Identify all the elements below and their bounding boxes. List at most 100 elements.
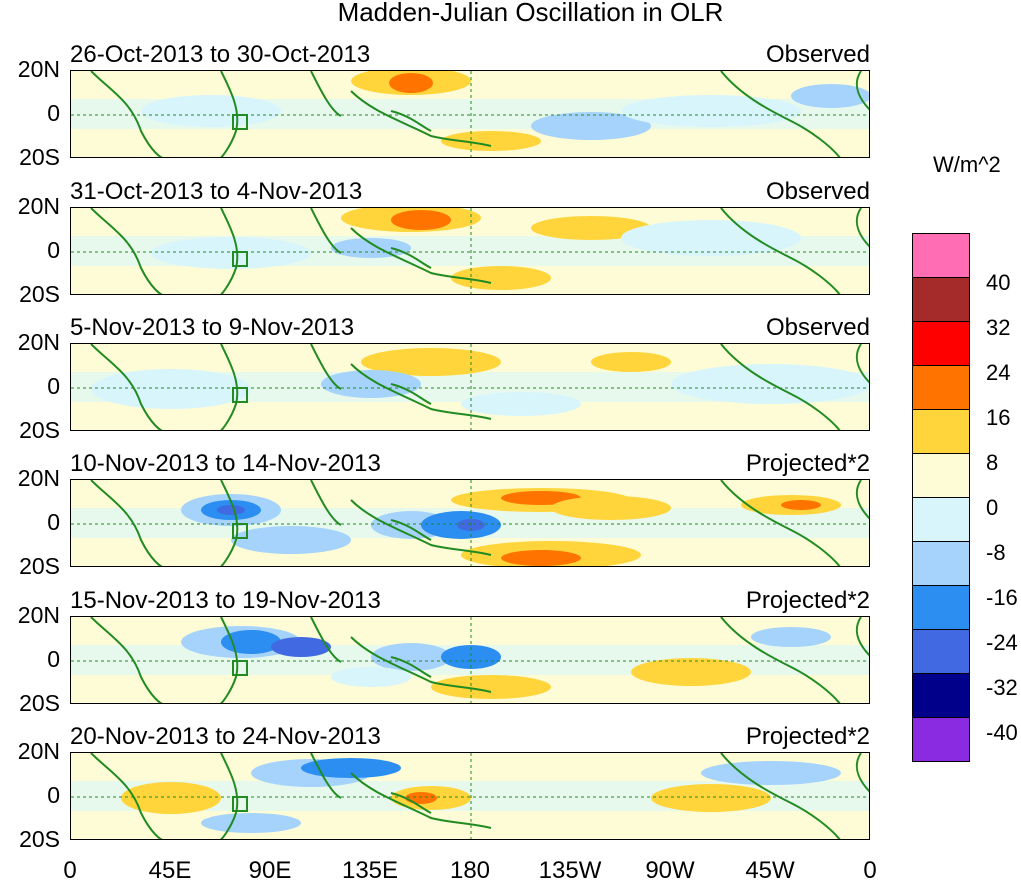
anomaly-contour [389, 73, 433, 93]
coastline [855, 753, 869, 793]
anomaly-contour [751, 627, 831, 647]
x-tick-label: 135W [538, 857, 602, 884]
olr-map-panel [70, 343, 870, 431]
anomaly-contour [591, 352, 671, 372]
coastline [310, 480, 342, 526]
colorbar-label: -8 [986, 540, 1006, 565]
colorbar-swatch [912, 453, 970, 498]
panel-date-range: 26-Oct-2013 to 30-Oct-2013 [70, 41, 371, 68]
panel-date-range: 31-Oct-2013 to 4-Nov-2013 [70, 178, 363, 205]
anomaly-contour [361, 348, 501, 376]
coastline [220, 753, 239, 839]
olr-map-panel [70, 616, 870, 704]
anomaly-contour [621, 95, 801, 127]
colorbar [912, 233, 970, 762]
anomaly-contour [441, 645, 501, 669]
anomaly-contour [451, 266, 551, 290]
x-tick-label: 180 [449, 857, 491, 884]
panel-date-range: 5-Nov-2013 to 9-Nov-2013 [70, 314, 355, 341]
colorbar-swatch [912, 233, 970, 278]
y-tick-label: 0 [47, 782, 60, 808]
coastline [310, 344, 342, 390]
coastline [220, 344, 239, 430]
coastline [350, 636, 492, 693]
coastline [350, 90, 492, 147]
anomaly-contour [301, 758, 401, 778]
coastline [390, 110, 432, 132]
coastline [90, 71, 163, 157]
anomaly-field [71, 208, 869, 294]
y-tick-label: 20N [17, 193, 60, 219]
anomaly-contour [391, 210, 451, 230]
colorbar-label: -16 [986, 585, 1018, 610]
y-tick-label: 0 [47, 509, 60, 535]
anomaly-field [71, 71, 869, 157]
x-tick-label: 0 [863, 857, 877, 884]
y-tick-label: 0 [47, 646, 60, 672]
anomaly-field [71, 617, 869, 703]
y-tick-label: 20N [17, 56, 60, 82]
y-tick-label: 20N [17, 602, 60, 628]
coastline [855, 617, 869, 657]
anomaly-contour [621, 220, 801, 256]
anomaly-contour [701, 761, 841, 785]
anomaly-contour [461, 392, 581, 416]
coastline [350, 772, 492, 829]
anomaly-contour [431, 675, 551, 699]
anomaly-contour [531, 216, 651, 240]
colorbar-label: -40 [986, 720, 1018, 745]
olr-map-panel [70, 752, 870, 840]
anomaly-contour [151, 237, 311, 269]
coastline [350, 363, 492, 420]
coastline [90, 208, 163, 294]
colorbar-label: -32 [986, 675, 1018, 700]
anomaly-contour [371, 643, 451, 671]
coastline [390, 656, 432, 678]
coastline [855, 344, 869, 384]
x-tick-label: 90E [248, 857, 292, 884]
panel-type-label: Observed [765, 178, 870, 205]
coastline [90, 617, 163, 703]
panel-type-label: Projected*2 [745, 587, 870, 614]
anomaly-contour [91, 369, 251, 409]
colorbar-label: 32 [986, 315, 1011, 340]
coastline [855, 480, 869, 520]
colorbar-label: 40 [986, 270, 1011, 295]
x-tick-label: 90W [645, 857, 695, 884]
coastline [720, 480, 841, 566]
anomaly-field [71, 480, 869, 566]
panel-date-range: 20-Nov-2013 to 24-Nov-2013 [70, 723, 381, 750]
anomaly-contour [217, 505, 245, 515]
colorbar-swatch [912, 541, 970, 586]
coastline [310, 208, 342, 254]
x-tick-label: 0 [63, 857, 77, 884]
panel-type-label: Projected*2 [745, 723, 870, 750]
x-tick-label: 45E [148, 857, 192, 884]
panel-date-range: 10-Nov-2013 to 14-Nov-2013 [70, 450, 381, 477]
panel-type-label: Projected*2 [745, 450, 870, 477]
coastline [390, 519, 432, 541]
figure-title: Madden-Julian Oscillation in OLR [337, 0, 724, 27]
colorbar-label: 8 [986, 450, 999, 475]
y-tick-label: 20S [19, 690, 60, 716]
anomaly-contour [141, 95, 281, 127]
y-tick-label: 0 [47, 237, 60, 263]
anomaly-contour [331, 667, 411, 687]
colorbar-label: 24 [986, 360, 1011, 385]
x-tick-label: 45W [745, 857, 795, 884]
y-tick-label: 20S [19, 553, 60, 579]
x-tick-label: 135E [341, 857, 399, 884]
colorbar-swatch [912, 277, 970, 322]
anomaly-contour [781, 500, 821, 510]
coastline [90, 753, 163, 839]
y-tick-label: 20N [17, 329, 60, 355]
coastline [855, 208, 869, 248]
panel-date-range: 15-Nov-2013 to 19-Nov-2013 [70, 587, 381, 614]
anomaly-contour [201, 813, 301, 833]
colorbar-swatch [912, 321, 970, 366]
coastline [350, 499, 492, 556]
colorbar-swatch [912, 585, 970, 630]
anomaly-contour [221, 630, 281, 654]
panel-type-label: Observed [765, 41, 870, 68]
coastline [390, 383, 432, 405]
